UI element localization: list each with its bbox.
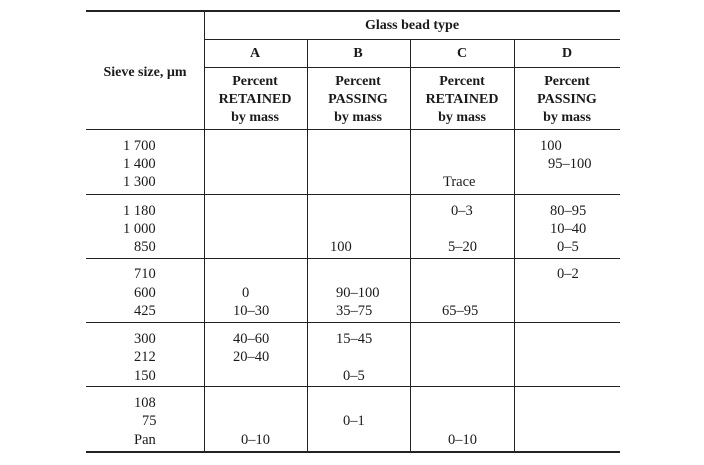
column-letter-c: C: [456, 46, 468, 61]
sieve-size: 1 180: [123, 203, 156, 219]
cell-a: 0–10: [241, 432, 270, 448]
column-c-line3: by mass: [438, 110, 486, 125]
sieve-size: 710: [134, 266, 156, 282]
cell-c: 0–10: [448, 432, 477, 448]
cell-d: 95–100: [548, 156, 592, 172]
column-a-line1: Percent: [232, 74, 278, 89]
column-divider-sieve: [204, 10, 205, 452]
table-top-rule: [86, 10, 620, 12]
sieve-size: 850: [134, 239, 156, 255]
sieve-size-header: Sieve size, µm: [103, 65, 187, 80]
column-c-line2: RETAINED: [425, 92, 499, 107]
column-a-line3: by mass: [231, 110, 279, 125]
cell-b: 15–45: [336, 331, 373, 347]
group-header-rule: [204, 39, 620, 40]
cell-d: 0–2: [557, 266, 579, 282]
letter-header-rule: [204, 67, 620, 68]
cell-a: 40–60: [233, 331, 270, 347]
column-letter-a: A: [249, 46, 261, 61]
cell-d: 10–40: [550, 221, 587, 237]
column-divider-bc: [410, 39, 411, 452]
cell-b: 0–1: [343, 413, 365, 429]
sieve-size: 1 000: [123, 221, 156, 237]
sieve-size: Pan: [134, 432, 156, 448]
cell-b: 0–5: [343, 368, 365, 384]
sieve-size: 425: [134, 303, 156, 319]
column-d-line3: by mass: [543, 110, 591, 125]
column-a-line2: RETAINED: [218, 92, 292, 107]
table-bottom-rule: [86, 451, 620, 453]
sieve-size: 150: [134, 368, 156, 384]
sieve-size: 1 300: [123, 174, 156, 190]
cell-b: 100: [330, 239, 352, 255]
header-bottom-rule: [86, 129, 620, 130]
cell-c: 5–20: [448, 239, 477, 255]
cell-c: 65–95: [442, 303, 479, 319]
sieve-size: 1 400: [123, 156, 156, 172]
cell-a: 0: [242, 285, 250, 301]
group-divider-4: [86, 386, 620, 387]
column-d-line1: Percent: [544, 74, 590, 89]
sieve-size: 108: [134, 395, 156, 411]
cell-d: 80–95: [550, 203, 587, 219]
group-divider-3: [86, 322, 620, 323]
cell-a: 20–40: [233, 349, 270, 365]
group-divider-2: [86, 258, 620, 259]
cell-b: 90–100: [336, 285, 380, 301]
sieve-size: 75: [142, 413, 157, 429]
column-d-line2: PASSING: [537, 92, 597, 107]
column-letter-d: D: [561, 46, 573, 61]
column-b-line1: Percent: [335, 74, 381, 89]
cell-c: 0–3: [451, 203, 473, 219]
cell-d: 100: [540, 138, 562, 154]
group-divider-1: [86, 194, 620, 195]
column-divider-cd: [514, 39, 515, 452]
cell-d: 0–5: [557, 239, 579, 255]
cell-b: 35–75: [336, 303, 373, 319]
cell-a: 10–30: [233, 303, 270, 319]
sieve-size: 1 700: [123, 138, 156, 154]
sieve-size: 300: [134, 331, 156, 347]
column-b-line2: PASSING: [328, 92, 388, 107]
column-c-line1: Percent: [439, 74, 485, 89]
column-divider-ab: [307, 39, 308, 452]
sieve-size: 212: [134, 349, 156, 365]
column-letter-b: B: [353, 46, 363, 61]
sieve-size: 600: [134, 285, 156, 301]
glass-bead-type-header: Glass bead type: [364, 18, 460, 33]
cell-c: Trace: [443, 174, 476, 190]
column-b-line3: by mass: [334, 110, 382, 125]
